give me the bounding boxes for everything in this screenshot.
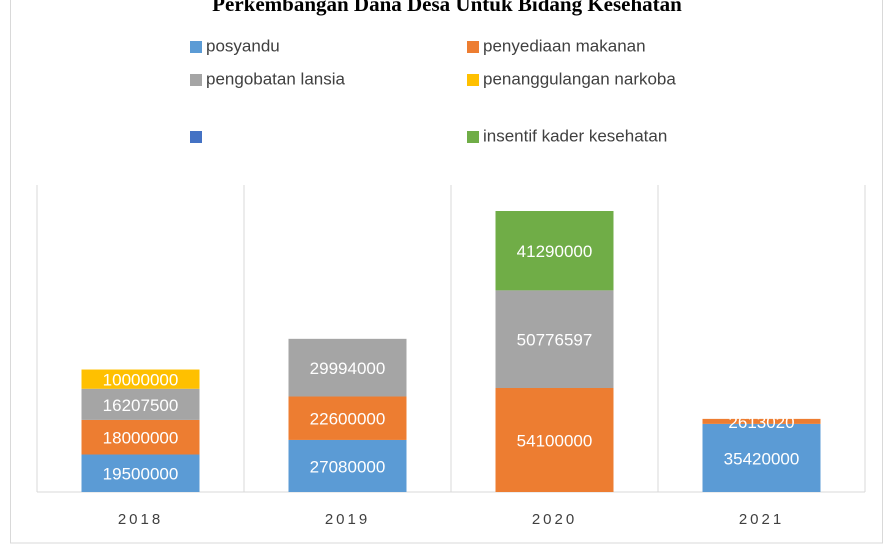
data-label: 16207500 xyxy=(103,396,179,415)
data-label: 22600000 xyxy=(310,410,386,429)
data-label: 41290000 xyxy=(517,242,593,261)
chart-title: Perkembangan Dana Desa Untuk Bidang Kese… xyxy=(212,0,682,16)
legend-swatch xyxy=(190,41,202,53)
data-label: 10000000 xyxy=(103,371,179,390)
data-label: 50776597 xyxy=(517,331,593,350)
bar-segment xyxy=(288,439,407,492)
bar-segment xyxy=(495,290,614,388)
legend-label: penanggulangan narkoba xyxy=(483,69,676,88)
bar-segment xyxy=(702,423,821,492)
legend-swatch xyxy=(190,131,202,143)
data-label: 35420000 xyxy=(724,449,800,468)
bar-segment xyxy=(288,396,407,440)
bar-segment xyxy=(81,369,200,389)
bar-segment xyxy=(81,454,200,492)
data-label: 29994000 xyxy=(310,359,386,378)
x-tick-label: 2018 xyxy=(118,511,163,528)
bar-segment xyxy=(702,418,821,424)
legend-swatch xyxy=(467,131,479,143)
bar-segment xyxy=(81,388,200,420)
legend-swatch xyxy=(467,41,479,53)
data-label: 27080000 xyxy=(310,457,386,476)
bar-segment xyxy=(495,211,614,291)
data-label: 19500000 xyxy=(103,465,179,484)
legend-label: posyandu xyxy=(206,36,280,55)
data-label: 54100000 xyxy=(517,431,593,450)
bar-segment xyxy=(81,419,200,455)
x-tick-label: 2021 xyxy=(739,511,784,528)
bar-segment xyxy=(495,387,614,492)
data-label: 2613020 xyxy=(728,413,794,432)
legend-label: insentif kader kesehatan xyxy=(483,126,667,145)
legend-swatch xyxy=(190,74,202,86)
x-tick-label: 2019 xyxy=(325,511,370,528)
legend-label: pengobatan lansia xyxy=(206,69,346,88)
data-label: 18000000 xyxy=(103,429,179,448)
bar-segment xyxy=(288,338,407,397)
legend-label: penyediaan makanan xyxy=(483,36,646,55)
x-tick-label: 2020 xyxy=(532,511,577,528)
legend-swatch xyxy=(467,74,479,86)
